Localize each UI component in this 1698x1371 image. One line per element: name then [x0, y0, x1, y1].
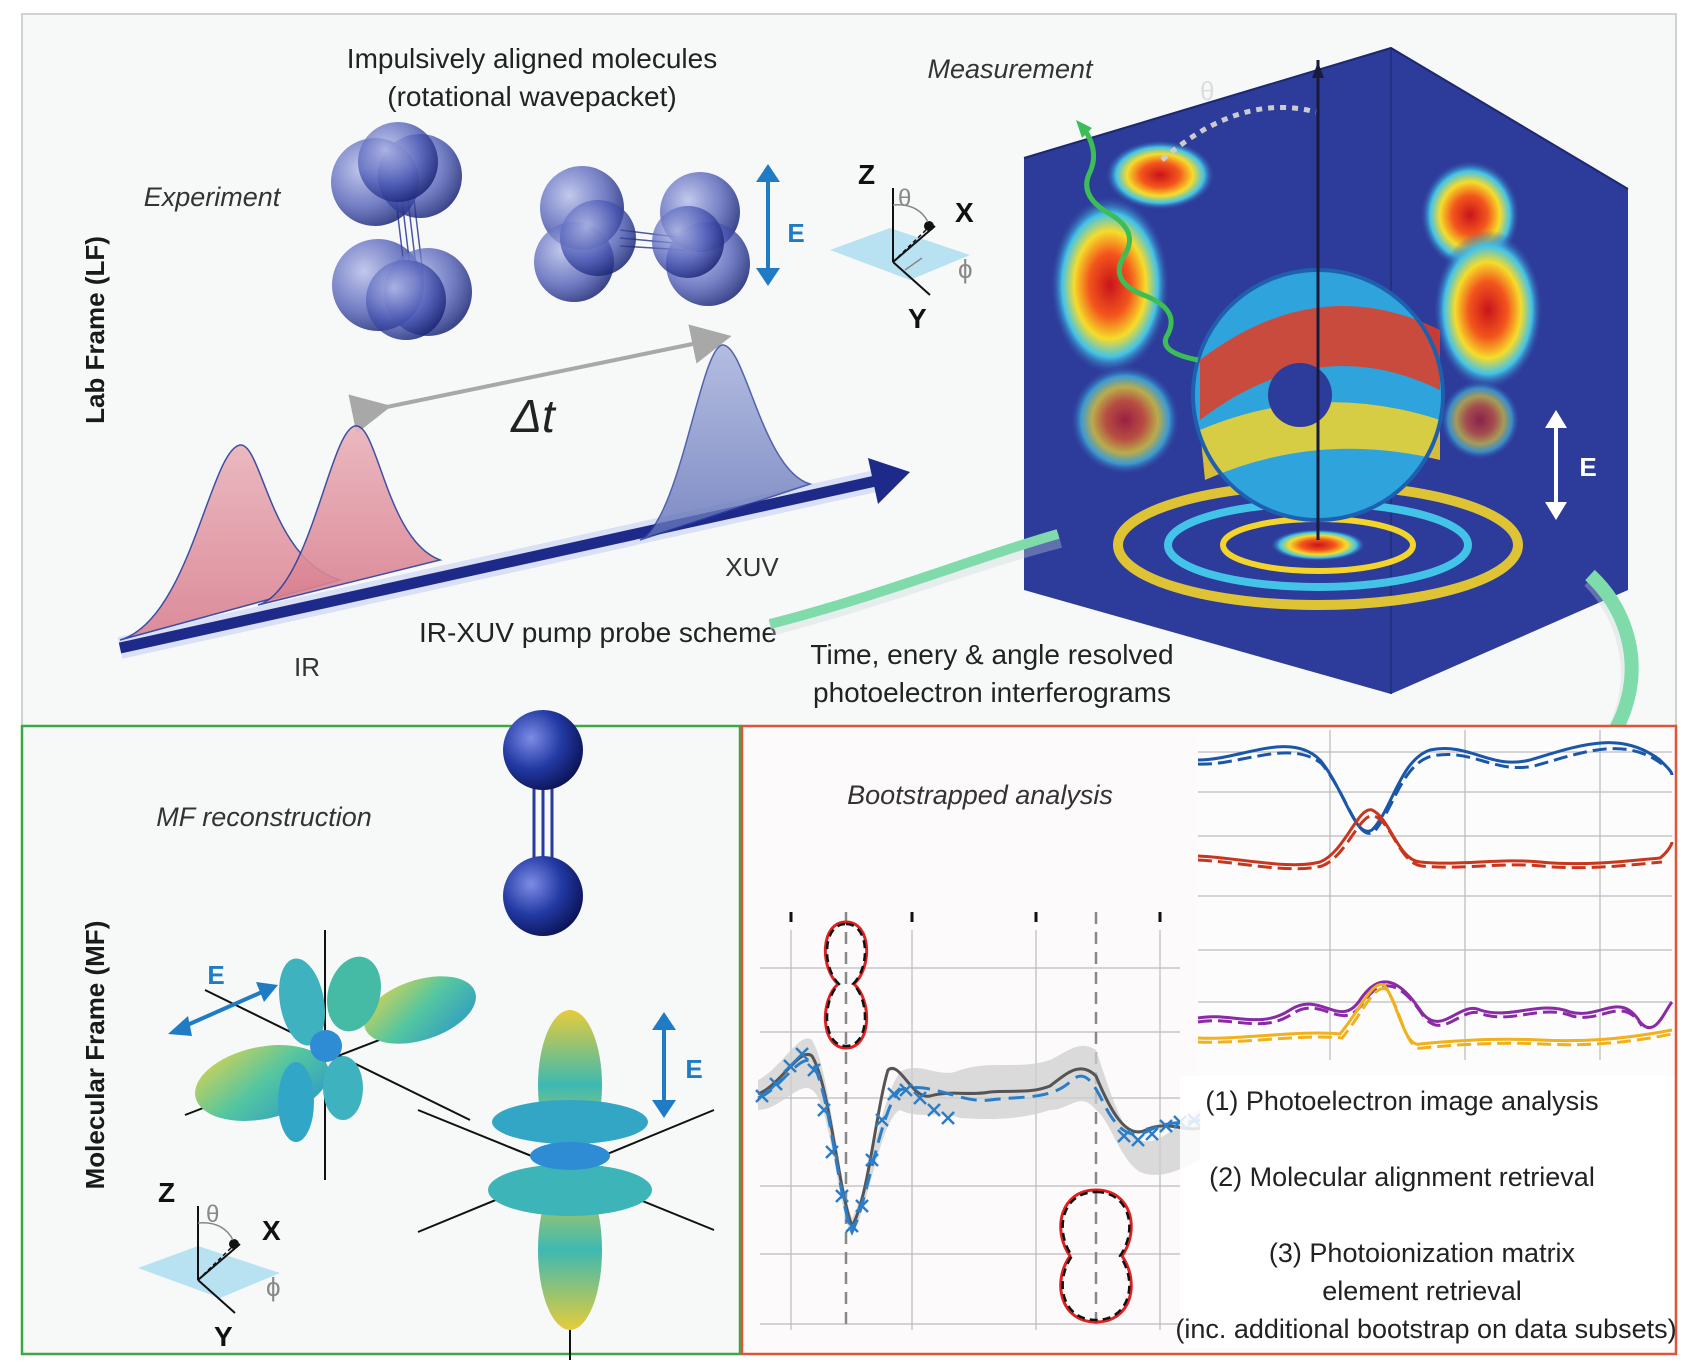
axis-phi-label-lab: ϕ: [958, 254, 973, 284]
cross-marker: [899, 1083, 913, 1097]
analysis-step3-line1: (3) Photoionization matrix: [1269, 1238, 1576, 1268]
axis-theta-label-mf: θ: [206, 1201, 219, 1228]
molecules-title-line2: (rotational wavepacket): [387, 81, 676, 112]
analysis-step2: (2) Molecular alignment retrieval: [1209, 1162, 1595, 1192]
cross-marker: [941, 1111, 955, 1125]
theta-arc-measurement: [1160, 104, 1317, 162]
diatomic-molecule: [503, 710, 583, 936]
axis-y-label-lab: Y: [908, 303, 927, 334]
cross-marker: [783, 1059, 797, 1073]
trace-plot-lower: [755, 912, 1201, 1330]
interferogram-label-line1: Time, enery & angle resolved: [810, 639, 1173, 670]
cross-marker: [817, 1103, 831, 1117]
axis-z-label-mf: Z: [158, 1177, 175, 1208]
photon-arrowhead: [1076, 120, 1092, 138]
lab-frame-side-label: Lab Frame (LF): [80, 236, 110, 424]
cross-marker: [1131, 1133, 1145, 1147]
scheme-label: IR-XUV pump probe scheme: [419, 617, 777, 648]
aligned-molecule-horizontal: [534, 166, 750, 306]
cross-markers: [755, 1047, 1201, 1233]
e-field-arrow-measurement: [1545, 410, 1567, 520]
polar-plot-top: [824, 920, 868, 1050]
axis-z-label-lab: Z: [858, 159, 875, 190]
cross-marker: [845, 1219, 859, 1233]
interferogram-label-line2: photoelectron interferograms: [813, 677, 1171, 708]
cross-marker: [875, 1113, 889, 1127]
delta-t-arrow: [348, 324, 732, 434]
experiment-label: Experiment: [144, 182, 282, 212]
cross-marker: [825, 1145, 839, 1159]
analysis-step1: (1) Photoelectron image analysis: [1205, 1086, 1598, 1116]
e-label-lab: E: [787, 218, 804, 248]
coordinate-axes-lab: [830, 188, 970, 296]
e-label-mf-right: E: [685, 1054, 702, 1084]
e-field-arrow-lab: [756, 164, 780, 286]
flow-arrow-upper: [768, 529, 1060, 629]
analysis-step3-line2: element retrieval: [1322, 1276, 1522, 1306]
mf-distribution-vertical: [417, 1010, 715, 1360]
measurement-cube: [1023, 46, 1629, 694]
xuv-pulse: [639, 344, 813, 541]
molecules-title-line1: Impulsively aligned molecules: [347, 43, 717, 74]
cross-marker: [855, 1199, 869, 1213]
cross-marker: [865, 1153, 879, 1167]
mf-distribution-tilted: [184, 930, 476, 1180]
cross-marker: [769, 1077, 783, 1091]
e-label-mf-left: E: [207, 960, 224, 990]
cross-marker: [1145, 1127, 1159, 1141]
cross-marker: [807, 1063, 821, 1077]
aligned-molecule-vertical: [331, 122, 472, 340]
molecular-frame-side-label: Molecular Frame (MF): [80, 921, 110, 1190]
e-field-arrow-mf-left: [168, 982, 278, 1036]
axis-theta-label-lab: θ: [898, 185, 911, 212]
axis-x-label-mf: X: [262, 1215, 281, 1246]
mf-reconstruction-label: MF reconstruction: [156, 802, 372, 832]
cross-marker: [887, 1087, 901, 1101]
delta-t-label: Δt: [510, 390, 557, 442]
time-axis-arrow: [117, 458, 910, 659]
cross-marker: [1159, 1119, 1173, 1133]
e-field-arrow-mf-right: [652, 1012, 676, 1118]
axis-y-label-mf: Y: [214, 1321, 233, 1352]
axis-phi-label-mf: ϕ: [266, 1272, 281, 1302]
ir-pulse-label: IR: [294, 652, 320, 682]
xuv-pulse-label: XUV: [725, 552, 779, 582]
measurement-theta-label: θ: [1200, 76, 1214, 106]
cross-marker: [913, 1091, 927, 1105]
polar-plot-bottom: [1059, 1188, 1133, 1324]
cross-marker: [755, 1089, 769, 1103]
step-labels-backdrop: [1180, 1076, 1674, 1348]
cross-marker: [1117, 1129, 1131, 1143]
ir-pulse-2: [257, 425, 443, 606]
axis-x-label-lab: X: [955, 197, 974, 228]
measurement-label: Measurement: [927, 54, 1094, 84]
photon-wave: [1079, 124, 1199, 363]
coordinate-axes-mf: [138, 1206, 280, 1314]
measurement-e-label: E: [1579, 452, 1596, 482]
cross-marker: [795, 1047, 809, 1061]
analysis-step3-line3: (inc. additional bootstrap on data subse…: [1175, 1314, 1676, 1344]
cross-marker: [927, 1103, 941, 1117]
cross-marker: [835, 1189, 849, 1203]
analysis-title: Bootstrapped analysis: [847, 780, 1113, 810]
